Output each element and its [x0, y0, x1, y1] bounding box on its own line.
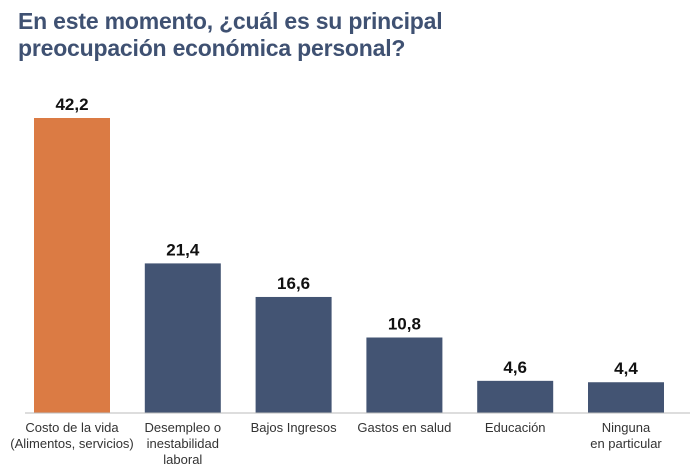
- category-label: Costo de la vida: [25, 420, 119, 435]
- category-label: en particular: [590, 436, 662, 451]
- data-label: 21,4: [166, 240, 200, 259]
- title-line-2: preocupación económica personal?: [18, 35, 406, 61]
- data-label: 42,2: [55, 95, 88, 114]
- category-label: inestabilidad: [147, 436, 219, 451]
- bar: [144, 263, 221, 413]
- data-label: 10,8: [388, 315, 421, 334]
- chart-title: En este momento, ¿cuál es su principal p…: [18, 8, 443, 62]
- category-label: Bajos Ingresos: [251, 420, 337, 435]
- category-label: Educación: [485, 420, 546, 435]
- data-label: 4,4: [614, 359, 638, 378]
- bar: [477, 380, 554, 413]
- bar: [366, 337, 443, 413]
- data-label: 4,6: [503, 358, 527, 377]
- category-label: Ninguna: [602, 420, 651, 435]
- title-line-1: En este momento, ¿cuál es su principal: [18, 8, 443, 34]
- bar: [34, 118, 110, 413]
- category-label: Desempleo o: [144, 420, 221, 435]
- category-label: (Alimentos, servicios): [10, 436, 134, 451]
- bar: [588, 382, 664, 413]
- bar: [255, 296, 332, 413]
- category-label: Gastos en salud: [357, 420, 451, 435]
- category-label: laboral: [163, 452, 202, 466]
- data-label: 16,6: [277, 274, 310, 293]
